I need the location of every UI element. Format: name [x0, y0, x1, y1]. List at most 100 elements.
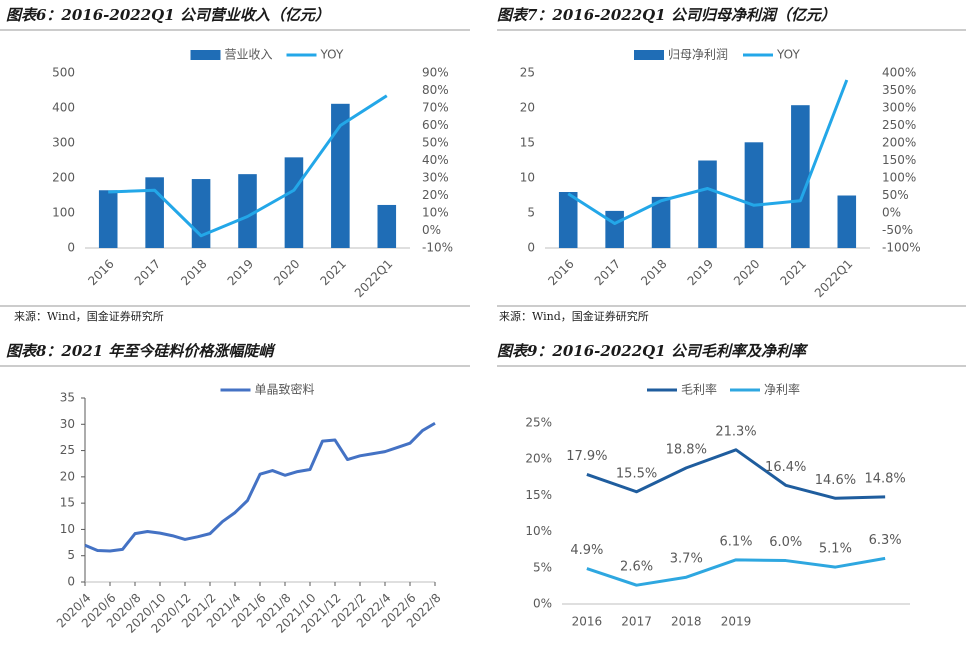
y2-tick-label: 350% — [882, 83, 916, 97]
x-tick-label: 2020 — [731, 257, 762, 288]
data-label: 3.7% — [670, 552, 703, 567]
legend-swatch — [634, 50, 664, 60]
bar — [698, 160, 717, 248]
y2-tick-label: 150% — [882, 153, 916, 167]
y2-tick-label: 80% — [422, 83, 449, 97]
legend-swatch — [190, 50, 221, 60]
y2-tick-label: 0% — [882, 206, 901, 220]
x-tick-label: 2018 — [671, 615, 702, 629]
bar — [331, 103, 350, 248]
y-tick-label: 35 — [60, 391, 75, 405]
legend-label: YOY — [320, 48, 344, 62]
x-tick-label: 2021 — [317, 257, 348, 288]
y-tick-label: 10 — [60, 522, 75, 536]
y2-tick-label: 10% — [422, 206, 449, 220]
x-tick-label: 2017 — [132, 257, 163, 288]
bar — [377, 204, 397, 248]
data-label: 4.9% — [570, 543, 603, 558]
y-tick-label: 0% — [533, 597, 552, 611]
y-tick-label: 100 — [52, 206, 75, 220]
chart-title: 图表9：2016-2022Q1 公司毛利率及净利率 — [497, 342, 809, 360]
x-tick-label: 2022Q1 — [352, 257, 396, 301]
source: 来源：Wind，国金证券研究所 — [14, 309, 164, 323]
y-tick-label: 15% — [525, 488, 552, 502]
bar — [651, 196, 671, 248]
data-label: 2.6% — [620, 560, 653, 575]
y-tick-label: 5% — [533, 560, 552, 574]
bar — [837, 195, 857, 248]
y2-tick-label: 250% — [882, 118, 916, 132]
legend-label: 单晶致密料 — [255, 382, 315, 397]
legend-label: 归母净利润 — [668, 48, 728, 62]
data-label: 6.0% — [769, 535, 802, 550]
x-tick-label: 2016 — [545, 257, 576, 288]
x-tick-label: 2016 — [85, 257, 116, 288]
y2-tick-label: -50% — [882, 223, 913, 237]
x-tick-label: 2017 — [592, 257, 623, 288]
bar — [238, 174, 257, 248]
chart-title: 图表6：2016-2022Q1 公司营业收入（亿元） — [6, 6, 330, 24]
y-tick-label: 5 — [527, 206, 535, 220]
y2-tick-label: 100% — [882, 171, 916, 185]
x-tick-label: 2021 — [777, 257, 808, 288]
y2-tick-label: 60% — [422, 118, 449, 132]
data-label: 6.3% — [869, 533, 902, 548]
y-tick-label: 25 — [60, 443, 75, 457]
y-tick-label: 500 — [52, 66, 75, 80]
y-tick-label: 20% — [525, 452, 552, 466]
y-tick-label: 0 — [67, 575, 75, 589]
y-tick-label: 0 — [67, 241, 75, 255]
data-label: 16.4% — [765, 460, 806, 475]
x-tick-label: 2018 — [178, 257, 209, 288]
data-label: 15.5% — [616, 466, 657, 481]
x-tick-label: 2022Q1 — [812, 257, 856, 301]
data-label: 5.1% — [819, 542, 852, 557]
y-tick-label: 25% — [525, 416, 552, 430]
x-tick-label: 2016 — [572, 615, 603, 629]
line — [586, 448, 886, 500]
bar — [284, 157, 304, 248]
y2-tick-label: 400% — [882, 66, 916, 80]
x-tick-label: 2019 — [225, 257, 256, 288]
bar — [145, 177, 164, 248]
line — [108, 94, 388, 238]
y-tick-label: 5 — [67, 548, 75, 562]
data-label: 6.1% — [719, 534, 752, 549]
legend-label: 毛利率 — [681, 382, 717, 397]
legend-label: 净利率 — [764, 382, 800, 397]
y-tick-label: 30 — [60, 417, 75, 431]
x-tick-label: 2018 — [638, 257, 669, 288]
x-tick-label: 2020 — [271, 257, 302, 288]
legend-label: 营业收入 — [225, 48, 273, 62]
x-tick-label: 2017 — [621, 615, 652, 629]
y2-tick-label: 300% — [882, 101, 916, 115]
bar — [191, 179, 211, 248]
line — [567, 79, 849, 225]
y-tick-label: 15 — [520, 136, 535, 150]
bar — [744, 142, 764, 248]
chart-title: 图表8：2021 年至今硅料价格涨幅陡峭 — [6, 342, 276, 360]
y-tick-label: 200 — [52, 171, 75, 185]
y-tick-label: 0 — [527, 241, 535, 255]
y2-tick-label: 20% — [422, 188, 449, 202]
line — [84, 421, 436, 553]
chart-title: 图表7：2016-2022Q1 公司归母净利润（亿元） — [497, 6, 836, 24]
y2-tick-label: 90% — [422, 66, 449, 80]
x-tick-label: 2019 — [721, 615, 752, 629]
y-tick-label: 20 — [60, 469, 75, 483]
y2-tick-label: 30% — [422, 171, 449, 185]
data-label: 17.9% — [566, 449, 607, 464]
bar — [558, 192, 578, 248]
bar — [605, 210, 624, 248]
y2-tick-label: 50% — [882, 188, 909, 202]
y2-tick-label: 70% — [422, 101, 449, 115]
legend-label: YOY — [776, 48, 800, 62]
y-tick-label: 25 — [520, 66, 535, 80]
y-tick-label: 10% — [525, 524, 552, 538]
y-tick-label: 20 — [520, 101, 535, 115]
source: 来源：Wind，国金证券研究所 — [499, 309, 649, 323]
y2-tick-label: 50% — [422, 136, 449, 150]
data-label: 14.6% — [815, 473, 856, 488]
y-tick-label: 400 — [52, 101, 75, 115]
